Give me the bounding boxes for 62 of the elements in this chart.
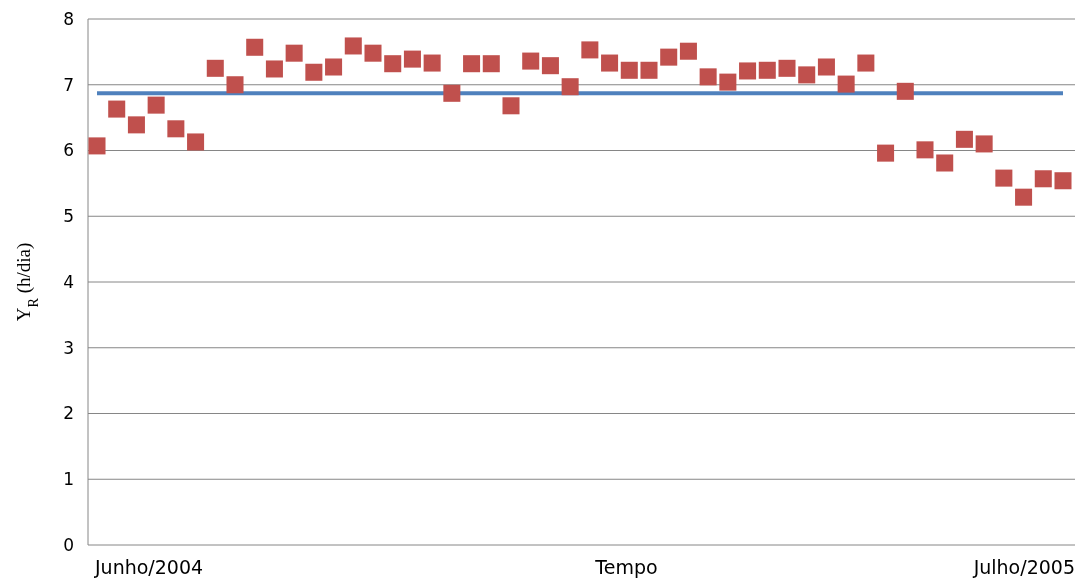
- point: [640, 61, 658, 79]
- y-tick-label: 4: [63, 271, 74, 292]
- y-tick-label: 6: [63, 140, 74, 161]
- point: [916, 141, 934, 159]
- point: [502, 97, 520, 115]
- y-tick-label: 1: [63, 469, 74, 490]
- point: [837, 75, 855, 93]
- point: [364, 44, 382, 62]
- point: [778, 59, 796, 77]
- point: [975, 135, 993, 153]
- point: [561, 78, 579, 96]
- point: [127, 116, 145, 134]
- point: [739, 62, 757, 80]
- point: [522, 52, 540, 70]
- point: [1015, 188, 1033, 206]
- text: Junho/2004: [94, 556, 204, 578]
- point: [423, 54, 441, 72]
- point: [995, 169, 1013, 187]
- point: [719, 73, 737, 91]
- point: [896, 82, 914, 100]
- y-tick-label: 7: [63, 74, 74, 95]
- point: [620, 61, 638, 79]
- point: [246, 38, 264, 56]
- point: [936, 154, 954, 172]
- point: [541, 57, 559, 75]
- point: [167, 120, 185, 138]
- point: [147, 96, 165, 114]
- point: [187, 133, 205, 151]
- point: [384, 55, 402, 73]
- point: [403, 50, 421, 68]
- point: [482, 55, 500, 73]
- point: [305, 63, 323, 81]
- point: [679, 42, 697, 60]
- y-tick-label: 2: [63, 403, 74, 424]
- point: [857, 54, 875, 72]
- x-axis-title: Tempo: [594, 556, 658, 578]
- point: [1054, 172, 1072, 190]
- y-tick-label: 3: [63, 337, 74, 358]
- point: [699, 68, 717, 86]
- point: [955, 130, 973, 148]
- point: [817, 58, 835, 76]
- y-tick-label: 0: [63, 534, 74, 555]
- point: [108, 100, 126, 118]
- point: [325, 58, 343, 76]
- point: [344, 37, 362, 55]
- y-tick-label: 5: [63, 206, 74, 227]
- point: [443, 84, 461, 102]
- point: [463, 55, 481, 73]
- point: [226, 76, 244, 94]
- point: [877, 144, 895, 162]
- y-tick-label: 8: [63, 8, 74, 29]
- point: [265, 60, 283, 78]
- point: [601, 54, 619, 72]
- point: [206, 59, 224, 77]
- point: [660, 48, 678, 66]
- point: [285, 44, 303, 62]
- point: [758, 61, 776, 79]
- point: [798, 66, 816, 84]
- text: Julho/2005: [972, 556, 1075, 578]
- point: [581, 41, 599, 59]
- point: [88, 137, 106, 155]
- point: [1034, 170, 1052, 188]
